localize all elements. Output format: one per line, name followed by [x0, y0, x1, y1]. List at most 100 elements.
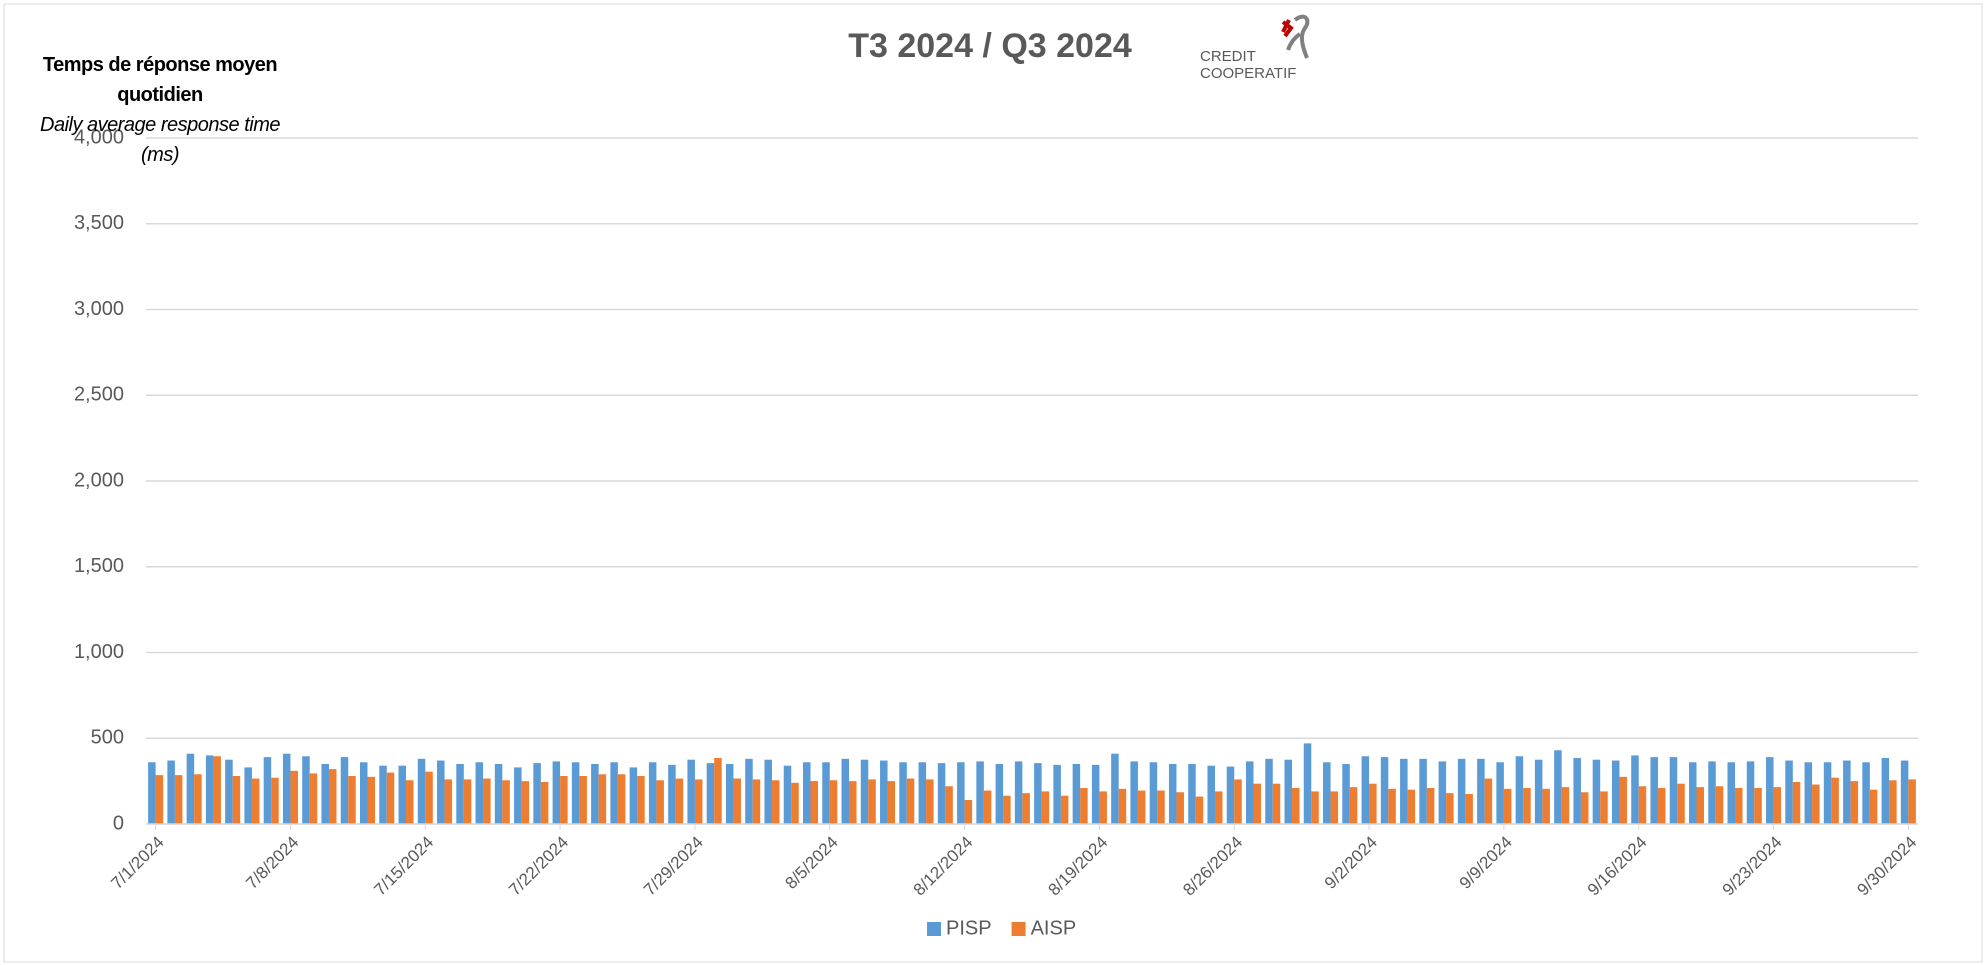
- bar: [841, 758, 850, 824]
- bar: [1176, 792, 1184, 824]
- bar: [802, 762, 811, 824]
- bar: [1118, 788, 1127, 824]
- bar: [1137, 790, 1146, 824]
- bar: [1465, 793, 1473, 824]
- bar: [213, 756, 221, 824]
- bar: [552, 761, 561, 824]
- bar: [1245, 761, 1254, 824]
- bar: [1534, 759, 1543, 824]
- bar: [1111, 753, 1119, 824]
- bar: [359, 762, 368, 824]
- bar: [1400, 758, 1408, 824]
- bar: [1708, 761, 1716, 824]
- bar: [244, 767, 252, 824]
- bar: [1207, 765, 1215, 824]
- bar: [687, 759, 695, 824]
- bar: [1388, 788, 1396, 824]
- bar: [656, 780, 664, 824]
- bar: [1600, 791, 1608, 824]
- bar: [1380, 757, 1389, 824]
- bar: [1631, 755, 1639, 824]
- bar: [1361, 756, 1370, 824]
- bar: [1592, 759, 1601, 824]
- bar: [1014, 761, 1023, 824]
- bar: [571, 762, 580, 824]
- bar: [995, 763, 1004, 824]
- bar: [1727, 762, 1736, 824]
- bar: [1457, 758, 1466, 824]
- bar: [1523, 787, 1531, 824]
- y-tick-label: 3,000: [74, 298, 124, 320]
- bar: [1746, 761, 1755, 824]
- bar: [1226, 766, 1235, 824]
- bar: [1234, 779, 1242, 824]
- bar: [1477, 758, 1485, 824]
- bar: [1812, 784, 1820, 824]
- logo: CREDIT COOPERATIF: [1200, 14, 1310, 82]
- bar: [406, 780, 414, 824]
- bar: [533, 763, 541, 824]
- bar: [1265, 758, 1273, 824]
- bar: [764, 759, 772, 824]
- bar: [475, 762, 484, 824]
- y-tick-label: 2,500: [74, 384, 124, 406]
- bar: [1130, 761, 1138, 824]
- bar: [155, 775, 164, 824]
- bar: [386, 772, 395, 824]
- y-axis-title-en: Daily average response time (ms): [40, 114, 280, 166]
- bar: [791, 782, 799, 824]
- bar: [1303, 743, 1312, 824]
- bar: [1484, 778, 1493, 824]
- bar: [1369, 783, 1377, 824]
- bar: [205, 755, 214, 824]
- bar: [1843, 760, 1851, 824]
- bar: [918, 762, 927, 824]
- bar: [983, 790, 992, 824]
- bar: [1619, 776, 1627, 824]
- bar: [1149, 762, 1158, 824]
- bar: [1677, 783, 1685, 824]
- bar: [167, 760, 175, 824]
- bar: [637, 775, 645, 824]
- bar: [598, 774, 607, 824]
- bar: [1060, 795, 1069, 824]
- bar: [714, 757, 722, 824]
- bar: [1611, 760, 1620, 824]
- bar: [1766, 757, 1774, 824]
- bar: [560, 775, 568, 824]
- bar: [340, 757, 349, 824]
- x-tick-label: 8/5/2024: [782, 833, 842, 893]
- bar: [1284, 759, 1293, 824]
- legend-swatch: [1011, 922, 1026, 936]
- bar: [379, 765, 387, 824]
- bar: [1889, 780, 1897, 824]
- x-tick-label: 9/2/2024: [1321, 833, 1381, 893]
- bar: [706, 763, 715, 824]
- x-tick-label: 8/26/2024: [1179, 833, 1246, 900]
- y-tick-label: 0: [113, 812, 124, 834]
- bar: [783, 765, 792, 824]
- bar: [1195, 796, 1204, 824]
- y-axis-title-fr: Temps de réponse moyen quotidien: [42, 54, 278, 106]
- bar: [1554, 750, 1562, 824]
- bar: [417, 758, 426, 824]
- bar: [964, 799, 973, 824]
- y-tick-label: 4,000: [74, 126, 124, 148]
- bar: [976, 761, 984, 824]
- bar: [1515, 756, 1524, 824]
- bar: [494, 763, 503, 824]
- bar: [957, 762, 965, 824]
- bar: [1850, 781, 1859, 824]
- bar: [887, 781, 896, 824]
- bar: [232, 775, 241, 824]
- bar: [1580, 792, 1589, 824]
- y-tick-label: 1,000: [74, 641, 124, 663]
- bar: [1503, 788, 1512, 824]
- bar: [937, 763, 946, 824]
- bar: [1003, 795, 1011, 824]
- bar: [1080, 787, 1088, 824]
- bar: [1657, 787, 1666, 824]
- bar: [617, 774, 626, 824]
- bar: [1773, 787, 1782, 824]
- bar: [263, 757, 272, 824]
